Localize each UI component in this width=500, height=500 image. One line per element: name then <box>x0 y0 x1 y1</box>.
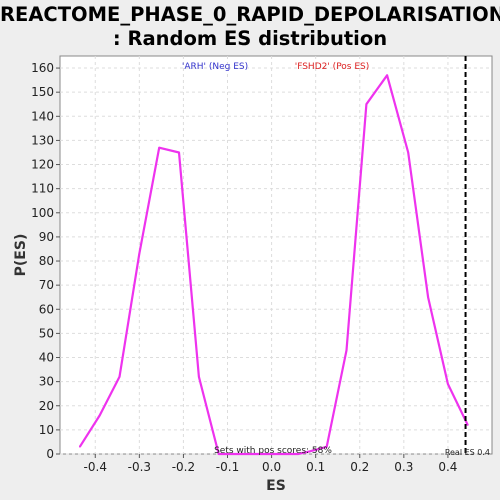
es-density-point <box>98 414 101 417</box>
es-density-point <box>79 445 81 448</box>
es-density-point <box>427 296 429 299</box>
x-tick-label: -0.3 <box>128 460 151 474</box>
chart-title-line-2: : Random ES distribution <box>112 27 388 50</box>
x-tick-label: 0.4 <box>438 460 457 474</box>
series-layer <box>78 74 469 456</box>
y-tick-label: 20 <box>39 399 54 413</box>
es-density-point <box>158 146 160 149</box>
es-density-point <box>277 453 280 455</box>
es-density-point <box>257 453 260 455</box>
x-tick-label: -0.4 <box>84 460 107 474</box>
plot-area <box>59 55 493 455</box>
es-density-point <box>447 383 449 385</box>
y-tick-label: 120 <box>31 158 54 172</box>
x-tick-label: 0.1 <box>306 460 325 474</box>
y-tick-label: 60 <box>39 302 54 316</box>
es-density-point <box>178 151 180 154</box>
x-tick-label: -0.1 <box>216 460 239 474</box>
annotations: 'ARH' (Neg ES) 'FSHD2' (Pos ES) Sets wit… <box>182 56 490 457</box>
es-density-point <box>217 453 220 455</box>
es-density-point <box>365 103 368 106</box>
y-tick-label: 90 <box>39 230 54 244</box>
pos-es-label: 'FSHD2' (Pos ES) <box>295 62 370 72</box>
y-tick-label: 130 <box>31 133 54 147</box>
es-density-point <box>345 349 348 352</box>
y-tick-label: 150 <box>31 85 54 99</box>
grid <box>60 56 492 455</box>
es-density-point <box>118 376 121 378</box>
es-density-point <box>466 424 469 426</box>
es-density-point <box>407 151 410 154</box>
chart-title-line-1: REACTOME_PHASE_0_RAPID_DEPOLARISATION <box>0 3 500 26</box>
es-density-point <box>138 252 141 255</box>
x-tick-label: -0.2 <box>172 460 195 474</box>
y-tick-label: 110 <box>31 182 54 196</box>
y-tick-label: 80 <box>39 254 54 268</box>
es-density-point <box>237 453 240 455</box>
y-tick-label: 30 <box>39 375 54 389</box>
y-tick-label: 50 <box>39 326 54 340</box>
es-density-point <box>386 74 388 77</box>
x-tick-label: 0.0 <box>262 460 281 474</box>
x-tick-label: 0.2 <box>350 460 369 474</box>
es-density-point <box>325 445 328 448</box>
y-axis-label: P(ES) <box>13 234 29 277</box>
y-tick-label: 0 <box>46 447 54 461</box>
x-tick-label: 0.3 <box>394 460 413 474</box>
pos-scores-label: Sets with pos scores: 58% <box>214 446 332 456</box>
x-axis-label: ES <box>266 478 286 494</box>
y-tick-label: 100 <box>31 206 54 220</box>
y-tick-label: 40 <box>39 351 54 365</box>
y-tick-label: 70 <box>39 278 54 292</box>
es-density-point <box>297 453 299 455</box>
y-tick-label: 10 <box>39 423 54 437</box>
es-density-point <box>308 450 310 453</box>
axes: -0.4 -0.3 -0.2 -0.1 0.0 0.1 0.2 0.3 0.4 0 10 20 30 40… <box>31 61 457 474</box>
neg-es-label: 'ARH' (Neg ES) <box>182 62 248 72</box>
es-density-point <box>198 376 200 378</box>
y-tick-label: 140 <box>31 109 54 123</box>
real-es-label: Real ES 0.4 <box>445 448 490 457</box>
y-tick-label: 160 <box>31 61 54 75</box>
